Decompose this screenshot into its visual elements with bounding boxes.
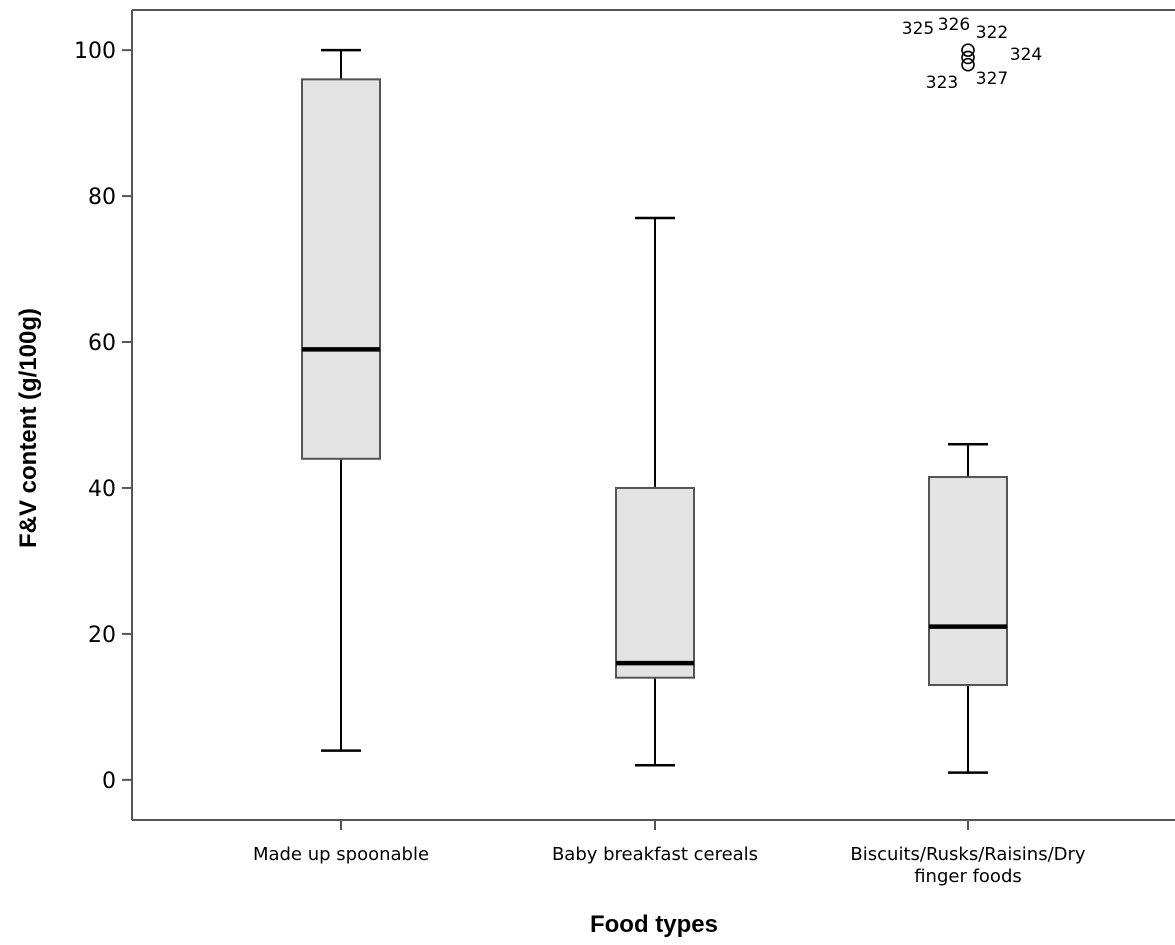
x-axis-title: Food types (590, 911, 718, 938)
y-tick-label: 20 (88, 623, 116, 648)
outlier-label: 325 (902, 19, 934, 39)
y-axis-title: F&V content (g/100g) (15, 308, 42, 548)
box-2 (615, 216, 695, 767)
outlier-label: 322 (976, 23, 1008, 43)
interquartile-box (928, 476, 1008, 687)
y-axis-ticks: 0 20 40 60 80 100 (74, 39, 132, 794)
outlier-point (961, 57, 975, 72)
x-tick-label: Biscuits/Rusks/Raisins/Dry (850, 844, 1086, 865)
outlier-label: 323 (926, 73, 958, 93)
interquartile-box (301, 78, 381, 460)
outlier-point (961, 43, 975, 57)
box-series (301, 48, 1008, 774)
box-1 (301, 48, 381, 752)
y-tick-label: 60 (88, 331, 116, 356)
x-tick-label: Baby breakfast cereals (552, 844, 758, 865)
x-tick-label: finger foods (914, 866, 1022, 887)
y-tick-label: 100 (74, 39, 116, 64)
y-tick-label: 80 (88, 185, 116, 210)
y-tick-label: 0 (102, 769, 116, 794)
outlier-label: 327 (976, 69, 1008, 89)
outlier-point (961, 50, 975, 65)
outlier-label: 326 (938, 15, 970, 35)
interquartile-box (615, 486, 695, 679)
outlier-label: 324 (1010, 45, 1042, 65)
x-tick-label: Made up spoonable (253, 844, 429, 865)
y-tick-label: 40 (88, 477, 116, 502)
x-axis-ticks: Made up spoonable Baby breakfast cereals B… (253, 820, 1086, 887)
box-3 (928, 442, 1008, 774)
